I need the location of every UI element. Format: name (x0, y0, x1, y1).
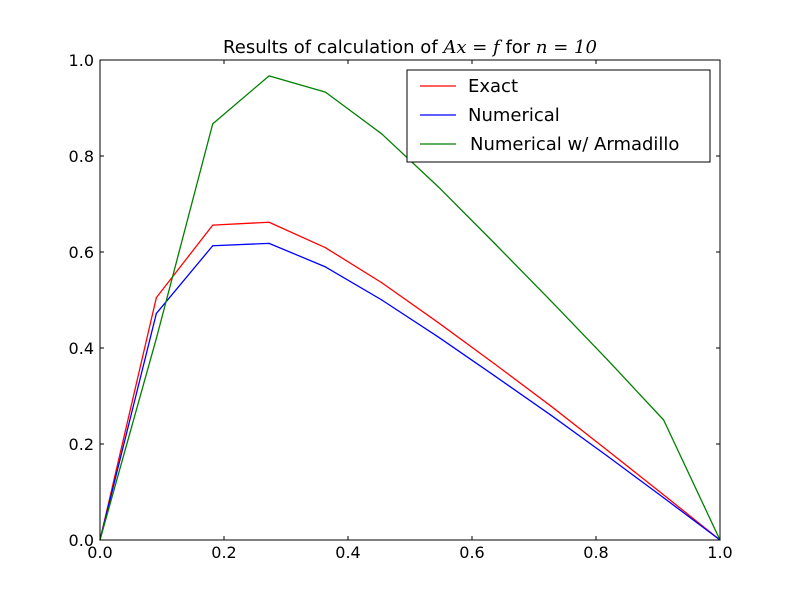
data-point-numerical-w-armadillo (212, 123, 214, 125)
data-point-exact (381, 282, 383, 284)
chart-title-size: n = 10 (536, 37, 597, 58)
data-point-exact (663, 494, 665, 496)
data-point-numerical (550, 414, 552, 416)
y-tick-label: 0.4 (69, 339, 94, 358)
chart-title: Results of calculation of Ax = f for n =… (223, 37, 597, 58)
data-point-numerical (663, 497, 665, 499)
chart-title-middle: for (500, 37, 536, 58)
data-point-numerical (155, 312, 157, 315)
data-point-numerical (381, 299, 383, 301)
data-point-numerical (212, 245, 214, 247)
data-point-exact (155, 297, 157, 299)
x-tick-label: 0.4 (335, 543, 360, 562)
x-tick-label: 0.8 (583, 543, 608, 562)
data-point-numerical-w-armadillo (606, 358, 608, 361)
y-tick-label: 0.6 (69, 243, 94, 262)
data-point-exact (212, 224, 214, 226)
data-point-numerical-w-armadillo (493, 242, 496, 244)
plot-frame (99, 59, 721, 541)
y-tick-label: 0.2 (69, 435, 94, 454)
data-point-exact (268, 221, 270, 223)
x-tick-label: 1.0 (707, 543, 732, 562)
data-point-numerical (324, 266, 327, 268)
x-tick-label: 0.6 (459, 543, 484, 562)
data-point-exact (437, 321, 439, 324)
data-point-exact (606, 449, 608, 451)
data-point-exact (324, 247, 327, 249)
legend-label-armadillo: Numerical w/ Armadillo (470, 134, 679, 155)
data-point-numerical-w-armadillo (663, 419, 665, 421)
x-tick-label: 0.0 (87, 543, 112, 562)
data-point-numerical-w-armadillo (381, 133, 383, 135)
legend-box (406, 69, 711, 163)
x-tick-label: 0.2 (211, 543, 236, 562)
data-point-numerical-w-armadillo (324, 91, 327, 93)
legend-label-exact: Exact (468, 76, 518, 97)
data-point-numerical (437, 336, 439, 338)
data-point-numerical (493, 375, 496, 377)
data-point-exact (550, 405, 552, 407)
series-line-numerical (99, 242, 721, 541)
ticks-layer: 0.0 0.2 0.4 0.6 0.8 1.0 0.0 0.2 0.4 0.6 0.8 1.0 (69, 51, 733, 562)
data-point-exact (493, 363, 496, 365)
y-tick-label: 0.0 (69, 531, 94, 550)
chart-title-prefix: Results of calculation of (223, 37, 443, 58)
legend-label-numerical: Numerical (468, 105, 560, 126)
data-point-numerical (268, 242, 270, 244)
data-point-numerical-w-armadillo (155, 337, 157, 339)
legend: Exact Numerical Numerical w/ Armadillo (406, 69, 711, 163)
series-line-exact (99, 221, 721, 541)
data-point-numerical-w-armadillo (550, 300, 552, 302)
data-point-numerical-w-armadillo (268, 75, 270, 77)
data-point-numerical (606, 455, 608, 457)
y-tick-label: 0.8 (69, 147, 94, 166)
data-point-numerical-w-armadillo (437, 186, 439, 188)
chart-title-equation: Ax = f (441, 37, 503, 58)
y-tick-label: 1.0 (69, 51, 94, 70)
